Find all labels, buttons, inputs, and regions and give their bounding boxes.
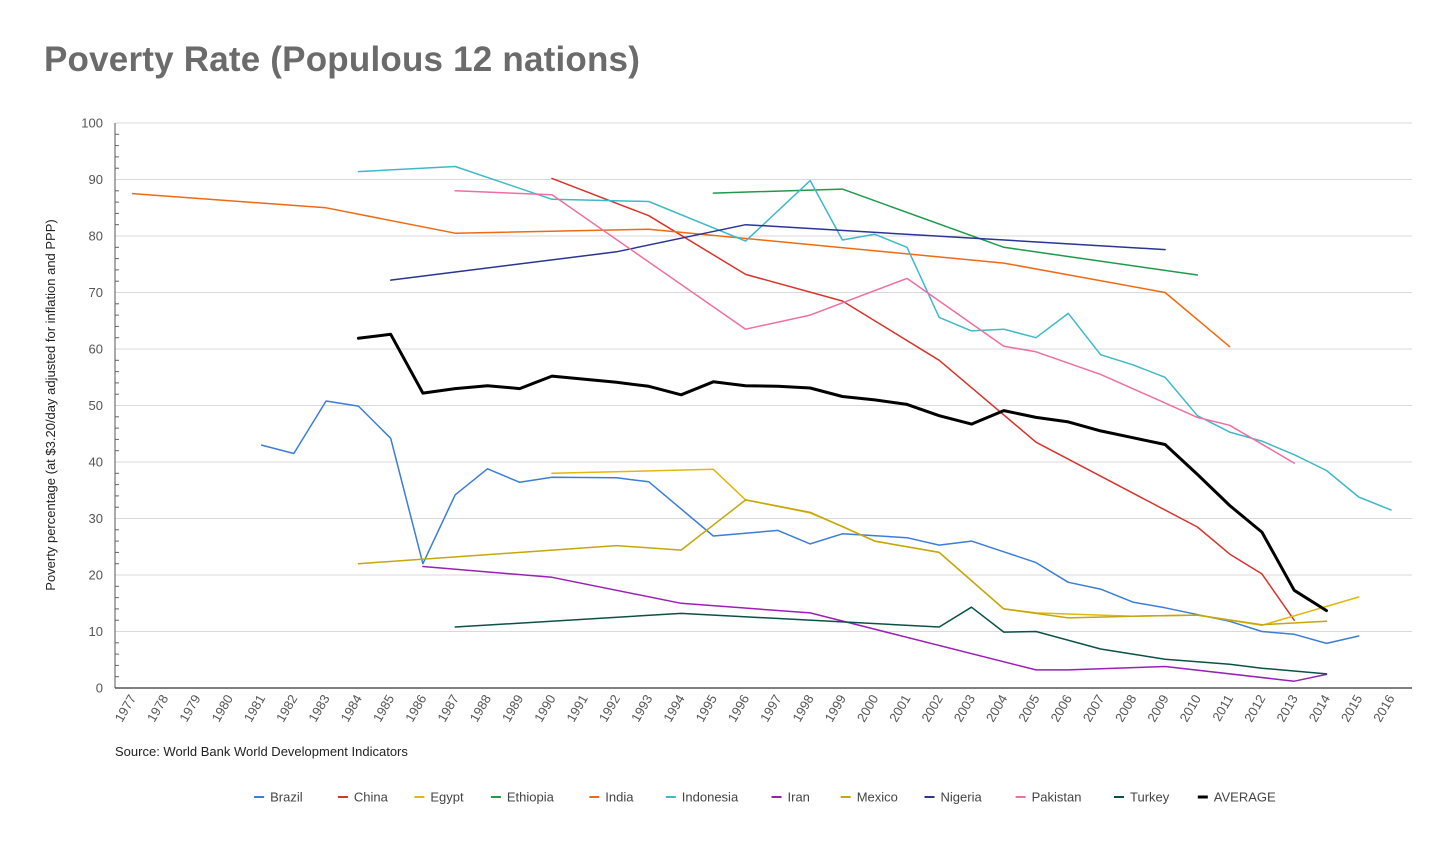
series-line-indonesia bbox=[357, 165, 1392, 511]
series-line-india bbox=[131, 192, 1231, 348]
legend-item-mexico: Mexico bbox=[840, 790, 898, 805]
x-tick-label: 2005 bbox=[1015, 692, 1042, 725]
x-tick-label: 1998 bbox=[789, 692, 816, 725]
grid-lines bbox=[115, 122, 1412, 632]
x-tick-label: 1993 bbox=[628, 692, 655, 725]
x-tick-label: 1985 bbox=[370, 692, 397, 725]
x-tick-label: 1991 bbox=[563, 692, 590, 725]
series-line-nigeria bbox=[389, 223, 1166, 281]
source-note: Source: World Bank World Development Ind… bbox=[115, 744, 408, 759]
x-tick-label: 1996 bbox=[725, 692, 752, 725]
y-tick-label: 40 bbox=[89, 455, 103, 470]
series-line-pakistan bbox=[454, 190, 1295, 464]
x-tick-label: 1983 bbox=[305, 692, 332, 725]
x-tick-label: 2001 bbox=[886, 692, 913, 725]
x-tick-label: 2007 bbox=[1080, 692, 1107, 725]
x-tick-label: 1984 bbox=[338, 692, 365, 725]
legend-label: Ethiopia bbox=[507, 790, 555, 805]
y-tick-label: 80 bbox=[89, 229, 103, 244]
series-line-average bbox=[356, 332, 1328, 613]
series-line-china bbox=[551, 177, 1295, 621]
legend-label: China bbox=[354, 790, 389, 805]
x-tick-label: 1992 bbox=[596, 692, 623, 725]
y-tick-label: 90 bbox=[89, 172, 103, 187]
legend-item-indonesia: Indonesia bbox=[665, 790, 739, 805]
x-tick-label: 1978 bbox=[144, 692, 171, 725]
y-tick-label: 100 bbox=[81, 116, 103, 131]
y-tick-label: 20 bbox=[89, 568, 103, 583]
x-tick-label: 2006 bbox=[1047, 692, 1074, 725]
x-tick-label: 1981 bbox=[241, 692, 268, 725]
x-tick-label: 2016 bbox=[1370, 692, 1397, 725]
x-tick-label: 1980 bbox=[208, 692, 235, 725]
y-tick-label: 70 bbox=[89, 285, 103, 300]
x-tick-label: 2013 bbox=[1273, 692, 1300, 725]
legend-label: India bbox=[605, 790, 634, 805]
series-lines bbox=[131, 165, 1392, 682]
x-tick-label: 2004 bbox=[983, 692, 1010, 725]
legend-label: Turkey bbox=[1130, 790, 1170, 805]
x-tick-label: 2014 bbox=[1306, 692, 1333, 725]
x-tick-label: 2003 bbox=[951, 692, 978, 725]
legend-label: Indonesia bbox=[682, 790, 739, 805]
x-tick-label: 1999 bbox=[822, 692, 849, 725]
x-tick-label: 2011 bbox=[1209, 692, 1236, 724]
x-tick-label: 1994 bbox=[660, 692, 687, 725]
series-line-ethiopia bbox=[712, 188, 1199, 276]
legend-label: Egypt bbox=[430, 790, 464, 805]
series-line-iran bbox=[422, 565, 1328, 682]
x-tick-label: 1986 bbox=[402, 692, 429, 725]
legend-item-china: China bbox=[337, 790, 389, 805]
y-tick-label: 0 bbox=[96, 681, 103, 696]
x-tick-label: 2015 bbox=[1338, 692, 1365, 725]
x-tick-label: 2000 bbox=[854, 692, 881, 725]
legend-label: Iran bbox=[788, 790, 810, 805]
x-tick-label: 2010 bbox=[1177, 692, 1204, 725]
x-tick-label: 1979 bbox=[176, 692, 203, 725]
x-tick-label: 2008 bbox=[1112, 692, 1139, 725]
legend-label: Pakistan bbox=[1032, 790, 1082, 805]
x-tick-label: 1990 bbox=[531, 692, 558, 725]
x-tick-label: 1997 bbox=[757, 692, 784, 725]
legend-item-iran: Iran bbox=[771, 790, 810, 805]
x-tick-label: 1988 bbox=[467, 692, 494, 725]
series-line-turkey bbox=[454, 606, 1328, 675]
x-tick-label: 1995 bbox=[692, 692, 719, 725]
legend-item-turkey: Turkey bbox=[1114, 790, 1170, 805]
x-tick-label: 2009 bbox=[1144, 692, 1171, 725]
legend-item-brazil: Brazil bbox=[254, 790, 303, 805]
legend-item-ethiopia: Ethiopia bbox=[490, 790, 555, 805]
x-tick-label: 2012 bbox=[1241, 692, 1268, 725]
x-tick-label: 1989 bbox=[499, 692, 526, 725]
x-tick-label: 1977 bbox=[112, 692, 139, 725]
legend-label: Mexico bbox=[857, 790, 898, 805]
x-tick-label: 2002 bbox=[918, 692, 945, 725]
y-tick-label: 10 bbox=[89, 624, 103, 639]
y-tick-label: 50 bbox=[89, 398, 103, 413]
y-axis-label: Poverty percentage (at $3.20/day adjuste… bbox=[43, 219, 58, 590]
legend-label: AVERAGE bbox=[1214, 790, 1276, 805]
legend-item-pakistan: Pakistan bbox=[1015, 790, 1082, 805]
legend-item-egypt: Egypt bbox=[414, 790, 464, 805]
x-tick-label: 1987 bbox=[434, 692, 461, 725]
series-line-brazil bbox=[260, 400, 1360, 645]
legend-label: Nigeria bbox=[941, 790, 983, 805]
legend-item-india: India bbox=[589, 790, 634, 805]
y-tick-label: 60 bbox=[89, 342, 103, 357]
x-tick-label: 1982 bbox=[273, 692, 300, 725]
legend: Brazil China Egypt Ethiopia India Indonesia Ir… bbox=[254, 790, 1276, 805]
y-tick-label: 30 bbox=[89, 511, 103, 526]
legend-label: Brazil bbox=[270, 790, 303, 805]
chart-title: Poverty Rate (Populous 12 nations) bbox=[44, 40, 641, 79]
legend-item-average: AVERAGE bbox=[1197, 790, 1276, 805]
legend-item-nigeria: Nigeria bbox=[924, 790, 983, 805]
series-line-mexico bbox=[357, 499, 1328, 626]
